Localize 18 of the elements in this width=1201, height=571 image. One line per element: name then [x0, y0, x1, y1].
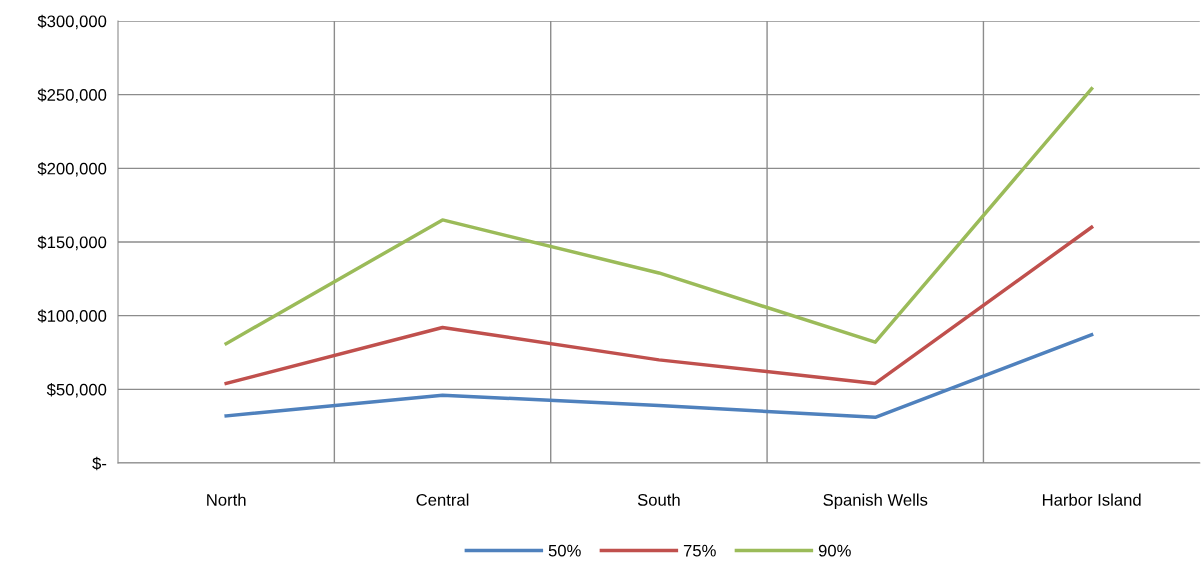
line-series [224, 87, 1094, 346]
y-tick-label: $- [92, 456, 107, 471]
y-tick-label: $50,000 [46, 383, 107, 398]
x-tick-label: South [637, 493, 680, 506]
y-tick-label: $300,000 [37, 14, 107, 30]
line-series [224, 225, 1094, 386]
y-tick-label: $150,000 [37, 235, 107, 251]
y-tick-label: $250,000 [37, 88, 107, 103]
x-tick-label: Harbor Island [1042, 493, 1141, 506]
y-tick-label: $100,000 [37, 309, 107, 324]
legend-label: 75% [683, 544, 716, 557]
x-tick-label: Central [416, 493, 469, 506]
x-tick-label: North [207, 493, 246, 506]
line-series [224, 333, 1094, 420]
x-tick-label: Spanish Wells [823, 493, 928, 510]
legend-label: 50% [548, 544, 581, 557]
y-tick-label: $200,000 [37, 162, 107, 177]
legend-label: 90% [818, 544, 851, 557]
